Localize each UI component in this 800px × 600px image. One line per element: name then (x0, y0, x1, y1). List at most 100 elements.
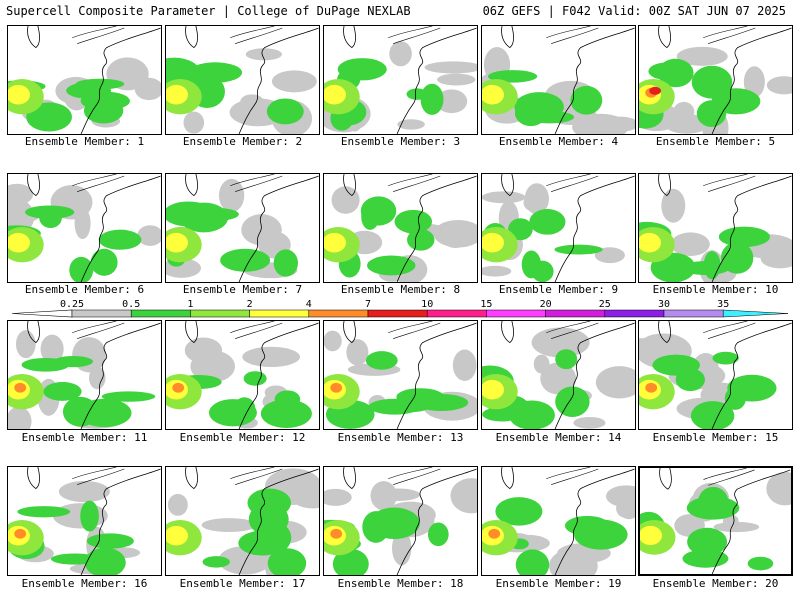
lake-outline (72, 26, 125, 44)
lake-outline (546, 321, 599, 339)
scp-contour-green (260, 399, 312, 429)
scp-contour-green (238, 530, 286, 556)
scp-contour-green (394, 209, 433, 234)
scp-contour-orange (330, 528, 343, 539)
scp-map (166, 174, 319, 282)
lake-outline (659, 468, 672, 490)
coastline (554, 468, 635, 575)
colorbar-tick-label: 10 (421, 299, 433, 310)
scp-contour-green (406, 88, 428, 100)
ensemble-member-caption: Ensemble Member: 11 (21, 431, 148, 444)
scp-contour-green (747, 556, 774, 571)
scp-contour-yellow (8, 84, 31, 105)
scp-map (482, 467, 635, 575)
scp-contour-low (218, 178, 245, 213)
lake-outline (343, 321, 356, 344)
scp-contour-green (529, 208, 566, 235)
ensemble-map-panel (323, 173, 478, 283)
scp-contour-low (245, 48, 283, 61)
scp-map (166, 467, 319, 575)
colorbar-tick-label: 30 (658, 299, 670, 310)
colorbar-segment (486, 309, 546, 318)
scp-contour-green (367, 255, 416, 276)
scp-contour-low (482, 191, 526, 204)
lake-outline (72, 467, 125, 485)
lake-outline (27, 467, 40, 490)
ensemble-map-panel (165, 25, 320, 135)
colorbar-tick-label: 35 (717, 299, 729, 310)
scp-contour-yellow (639, 232, 662, 253)
ensemble-map-panel (638, 173, 793, 283)
ensemble-map-panel (7, 25, 162, 135)
coastline (238, 322, 319, 429)
ensemble-member-caption: Ensemble Member: 19 (495, 577, 622, 590)
valid-time-label: 06Z GEFS | F042 Valid: 00Z SAT JUN 07 20… (482, 4, 786, 18)
scp-contour-green (77, 398, 132, 428)
colorbar-segment (130, 309, 191, 318)
scp-contour-low (595, 366, 635, 399)
ensemble-map-panel (638, 320, 793, 430)
scp-contour-low (639, 338, 673, 351)
lake-outline (703, 468, 755, 486)
scp-contour-green (179, 202, 229, 233)
scp-contour-green (521, 250, 542, 279)
coastline (396, 27, 477, 134)
coastline (554, 175, 635, 282)
coastline (396, 468, 477, 575)
scp-contour-green (495, 497, 543, 526)
page-title: Supercell Composite Parameter | College … (6, 4, 411, 18)
scp-contour-red (649, 86, 662, 95)
coastline (554, 27, 635, 134)
ensemble-member-caption: Ensemble Member: 1 (24, 135, 145, 148)
scp-contour-green (414, 394, 469, 412)
lake-outline (343, 467, 356, 490)
scp-contour-green (365, 351, 398, 370)
scp-contour-low (523, 194, 542, 211)
scp-contour-yellow (166, 232, 189, 253)
scp-map (482, 26, 635, 134)
scp-contour-green (86, 533, 134, 549)
scp-contour-green (570, 85, 603, 115)
coastline (711, 322, 792, 429)
scp-contour-green (69, 256, 94, 282)
scp-contour-low (743, 66, 765, 98)
scp-contour-low (392, 530, 412, 566)
scp-contour-low (676, 46, 728, 66)
scp-map (324, 174, 477, 282)
colorbar-segment (308, 309, 369, 318)
ensemble-member-caption: Ensemble Member: 4 (498, 135, 619, 148)
scp-contour-orange (330, 382, 343, 393)
scp-contour-yellow (166, 525, 189, 546)
scp-contour-low (594, 247, 625, 264)
scp-contour-green (266, 98, 304, 125)
lake-outline (501, 26, 514, 49)
colorbar-tick-label: 7 (365, 299, 371, 310)
colorbar-segment (545, 309, 606, 318)
colorbar-segment (367, 309, 428, 318)
scp-contour-green (83, 97, 124, 124)
scp-map (8, 26, 161, 134)
scp-contour-low (324, 488, 352, 506)
scp-contour-low (549, 548, 598, 575)
lake-outline (27, 174, 40, 197)
scp-contour-green (337, 58, 387, 81)
ensemble-map-panel (481, 173, 636, 283)
scp-contour-yellow (324, 84, 347, 105)
colorbar-tick-label: 0.25 (60, 299, 84, 310)
scp-contour-green (527, 107, 557, 122)
ensemble-member-caption: Ensemble Member: 12 (179, 431, 306, 444)
scp-contour-green (687, 527, 728, 556)
scp-map (639, 26, 792, 134)
scp-map (639, 174, 792, 282)
lake-outline (501, 321, 514, 344)
scp-contour-green (43, 381, 82, 401)
lake-outline (388, 467, 441, 485)
scp-contour-green (267, 548, 307, 575)
colorbar-tick-label: 0.5 (122, 299, 140, 310)
coastline (238, 27, 319, 134)
ensemble-map-panel (7, 173, 162, 283)
scp-contour-low (450, 478, 477, 514)
scp-contour-green (98, 229, 142, 250)
scp-contour-low (482, 265, 512, 277)
ensemble-member-caption: Ensemble Member: 5 (655, 135, 776, 148)
